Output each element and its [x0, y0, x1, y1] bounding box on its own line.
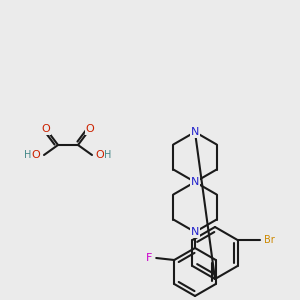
Text: N: N	[191, 177, 199, 187]
Text: O: O	[96, 150, 104, 160]
Text: O: O	[42, 124, 50, 134]
Text: Br: Br	[264, 235, 275, 245]
Text: H: H	[104, 150, 112, 160]
Text: O: O	[85, 124, 94, 134]
Text: F: F	[146, 253, 152, 263]
Text: O: O	[32, 150, 40, 160]
Text: H: H	[24, 150, 32, 160]
Text: N: N	[191, 177, 199, 187]
Text: N: N	[191, 227, 199, 237]
Text: N: N	[191, 127, 199, 137]
